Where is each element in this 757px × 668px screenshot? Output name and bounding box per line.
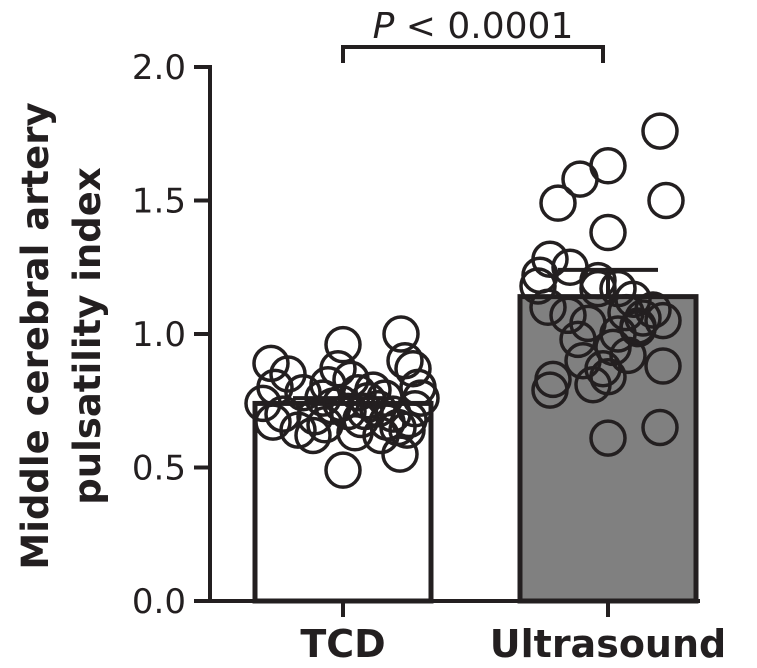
data-point-tcd — [309, 365, 347, 404]
data-point-ultrasound — [607, 293, 645, 332]
data-point-tcd — [381, 435, 419, 473]
data-point-ultrasound — [647, 181, 685, 220]
data-point-ultrasound — [644, 301, 682, 340]
data-point-ultrasound — [531, 371, 569, 409]
data-point-tcd — [322, 384, 360, 423]
data-point-ultrasound — [529, 288, 567, 327]
data-point-tcd — [382, 315, 420, 353]
data-point-ultrasound — [589, 213, 627, 252]
p-value-label: P < 0.0001 — [373, 6, 574, 47]
data-point-tcd — [388, 411, 426, 449]
data-point-tcd — [354, 371, 392, 409]
y-tick-label: 1.5 — [132, 182, 186, 222]
data-point-tcd — [394, 349, 432, 388]
data-point-ultrasound — [624, 299, 662, 337]
significance-annotation: P < 0.0001 — [341, 6, 605, 63]
x-tick-label-tcd: TCD — [300, 622, 385, 666]
data-point-ultrasound — [641, 408, 679, 447]
y-tick-label: 2.0 — [132, 48, 186, 88]
data-point-ultrasound — [619, 307, 657, 345]
y-axis-label-line-1: Middle cerebral artery — [14, 102, 57, 569]
p-symbol: P — [373, 6, 395, 47]
data-point-tcd — [254, 403, 292, 441]
data-point-ultrasound — [641, 112, 679, 150]
y-tick-label: 0.5 — [132, 449, 186, 489]
y-tick-label: 0.0 — [132, 582, 186, 622]
data-point-ultrasound — [644, 347, 682, 385]
data-point-ultrasound — [589, 147, 627, 185]
data-point-ultrasound — [579, 261, 617, 300]
bar-ultrasound — [517, 294, 699, 604]
y-axis-label-line-2: pulsatility index — [66, 167, 109, 505]
p-value-text: < 0.0001 — [394, 6, 573, 47]
y-tick-label: 1.0 — [132, 315, 186, 355]
data-point-ultrasound — [549, 296, 587, 335]
data-point-ultrasound — [579, 269, 617, 308]
data-point-ultrasound — [589, 419, 627, 457]
significance-bracket — [341, 45, 605, 63]
data-point-ultrasound — [574, 365, 612, 404]
data-point-tcd — [269, 355, 307, 393]
data-point-tcd — [324, 325, 362, 364]
data-point-tcd — [324, 451, 362, 489]
data-point-tcd — [294, 416, 332, 455]
data-point-tcd — [346, 392, 384, 431]
y-axis-label: Middle cerebral artery pulsatility index — [14, 102, 109, 569]
data-point-ultrasound — [539, 184, 577, 222]
x-tick-label-ultrasound: Ultrasound — [490, 622, 726, 666]
data-point-tcd — [244, 384, 282, 423]
